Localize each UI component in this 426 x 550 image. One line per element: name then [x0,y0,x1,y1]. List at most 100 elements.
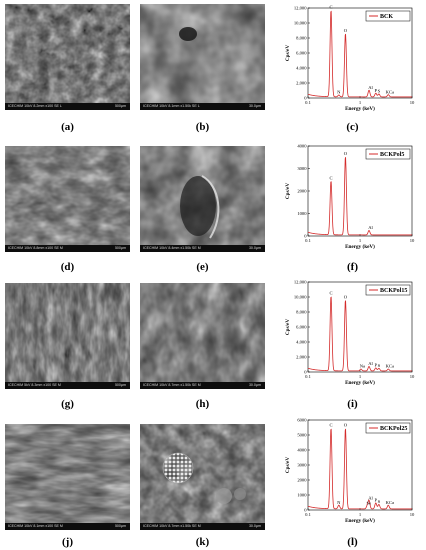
sem-info-bar: ICECHIM 5kV 8.3mm x100 SE M 500µm [5,382,130,389]
peak-label-o: O [344,423,348,428]
sem-image-b: ICECHIM 10kV 8.1mm x1.50k SE L 30.0µm [140,4,265,110]
sem-image-h: ICECHIM 10kV 8.7mm x1.50k SE M 30.0µm [140,283,265,389]
y-tick-label: 10,000 [294,21,307,27]
x-axis-label: Energy (keV) [345,379,375,386]
legend-box [365,10,411,22]
peak-label-p: P [374,498,377,503]
sem-info-bar: ICECHIM 10kV 8.7mm x1.50k SE M 30.0µm [140,382,265,389]
legend-box [365,284,411,296]
sem-image-d: ICECHIM 10kV 8.8mm x100 SE M 500µm [5,146,130,252]
plot-frame [307,419,413,511]
sem-texture [5,146,130,252]
y-tick-label: 6,000 [296,51,307,57]
peak-label-al: Al [368,225,373,230]
sem-texture [5,283,130,389]
legend-label: BCKPol15 [380,288,407,294]
y-tick-label: 2,000 [296,81,307,87]
peak-label-al: Al [368,361,373,366]
peak-label-s: S [378,363,381,368]
y-tick-label: 1000 [297,493,307,498]
y-axis-label: Cps/eV [285,457,291,473]
y-tick-label: 12,000 [294,280,307,286]
panel-label-h: (h) [195,398,210,410]
y-tick-label: 12,000 [294,6,307,12]
spectrum-line [307,428,412,510]
y-axis-label: Cps/eV [285,45,291,61]
y-tick-label: 0 [304,96,307,101]
sem-image-e: ICECHIM 10kV 8.4mm x1.50k SE M 30.0µm [140,146,265,252]
x-axis-label: Energy (keV) [345,517,375,524]
x-axis-label: Energy (keV) [345,243,375,250]
y-tick-label: 0 [304,234,307,239]
panel-label-c: (c) [346,121,359,133]
eds-chart-f: 0 1000 2000 3000 4000 0.1 1 10 Energy (keV) Cps/e… [284,140,416,266]
plot-frame [307,7,413,99]
panel-label-b: (b) [195,121,210,133]
sem-texture [5,4,130,110]
peak-label-kca: KCa [386,89,394,94]
legend-label: BCKPol5 [380,152,404,158]
eds-chart-i: 0 2,000 4,000 6,000 8,000 10,000 12,000 0.1 1 10 E… [284,276,416,402]
panel-label-g: (g) [61,398,74,410]
x-tick-label: 0.1 [305,374,311,379]
peak-label-o: O [344,151,348,156]
panel-label-i: (i) [347,398,358,410]
sem-info-bar: ICECHIM 10kV 8.7mm x1.50k SE M 30.0µm [140,523,265,530]
sem-texture [5,424,130,530]
y-tick-label: 0 [304,370,307,375]
y-tick-label: 4000 [297,144,307,149]
peak-label-s: S [378,499,381,504]
peak-label-o: O [344,28,348,33]
y-tick-label: 4,000 [296,340,307,346]
sem-texture [140,283,265,389]
panel-label-l: (l) [347,536,358,548]
sem-info-bar: ICECHIM 10kV 8.2mm x100 SE L 500µm [5,103,130,110]
panel-label-e: (e) [196,261,209,273]
sem-image-j: ICECHIM 10kV 8.1mm x100 SE M 500µm [5,424,130,530]
peak-label-na: Na [360,364,365,369]
eds-chart-l: 0 1000 2000 3000 4000 5000 6000 0.1 1 10 Energy (k… [284,414,416,540]
peak-label-p: P [374,363,377,368]
eds-svg: 0 2,000 4,000 6,000 8,000 10,000 12,000 0.1 1 10 E… [285,5,415,113]
y-tick-label: 10,000 [294,295,307,301]
x-tick-label: 10 [410,512,415,517]
peak-label-al: Al [368,495,373,500]
sem-info-bar: ICECHIM 10kV 8.8mm x100 SE M 500µm [5,245,130,252]
spectrum-line [307,157,412,236]
x-tick-label: 10 [410,374,415,379]
peak-label-c: C [329,176,332,181]
plot-frame [307,145,413,237]
y-tick-label: 3000 [297,166,307,171]
y-tick-label: 8,000 [296,310,307,316]
eds-svg: 0 2,000 4,000 6,000 8,000 10,000 12,000 0.1 1 10 E… [285,280,415,386]
y-tick-label: 2,000 [296,355,307,361]
spectrum-line [307,10,412,98]
peak-label-p: P [374,88,377,93]
y-tick-label: 0 [304,508,307,513]
sem-info-bar: ICECHIM 10kV 8.1mm x1.50k SE L 30.0µm [140,103,265,110]
x-tick-label: 1 [359,374,362,379]
sem-texture [140,424,265,530]
panel-label-d: (d) [60,261,75,273]
y-tick-label: 4,000 [296,66,307,72]
y-tick-label: 6000 [297,418,307,423]
x-tick-label: 1 [359,100,362,105]
legend-box [365,422,411,434]
y-tick-label: 3000 [297,463,307,468]
y-tick-label: 6,000 [296,325,307,331]
sem-image-g: ICECHIM 5kV 8.3mm x100 SE M 500µm [5,283,130,389]
sem-info-bar: ICECHIM 10kV 8.1mm x100 SE M 500µm [5,523,130,530]
sem-image-a: ICECHIM 10kV 8.2mm x100 SE L 500µm [5,4,130,110]
peak-label-c: C [329,423,332,428]
x-tick-label: 1 [359,512,362,517]
eds-svg: 0 1000 2000 3000 4000 5000 6000 0.1 1 10 Energy (k… [285,418,415,524]
sem-info-bar: ICECHIM 10kV 8.4mm x1.50k SE M 30.0µm [140,245,265,252]
peak-label-n: N [337,90,341,95]
sem-texture [140,146,265,252]
peak-label-se: Se [366,501,371,506]
legend-label: BCKPol25 [380,426,407,432]
peak-label-al: Al [368,85,373,90]
y-axis-label: Cps/eV [285,319,291,335]
legend-box [365,148,411,160]
sem-image-k: ICECHIM 10kV 8.7mm x1.50k SE M 30.0µm [140,424,265,530]
